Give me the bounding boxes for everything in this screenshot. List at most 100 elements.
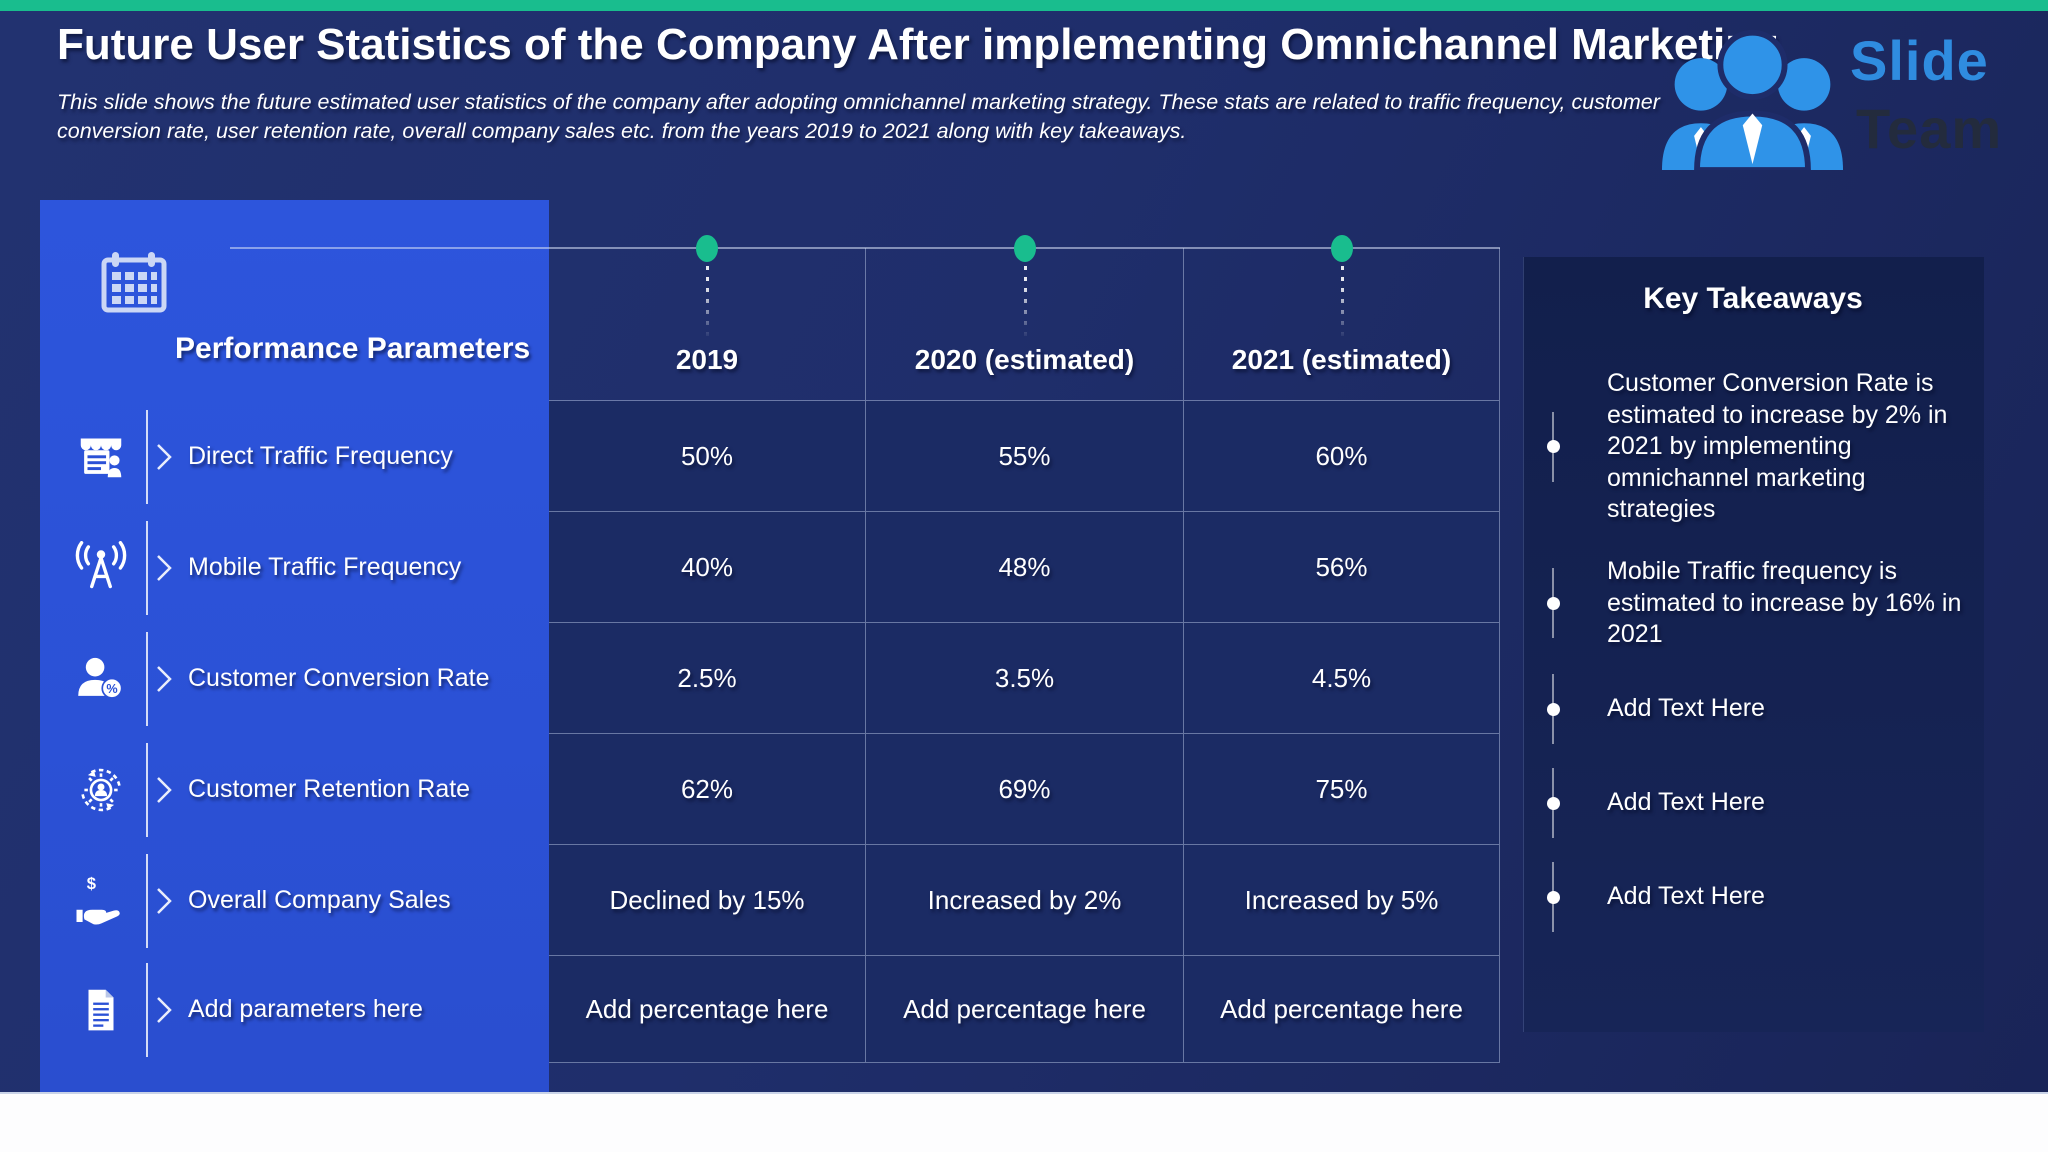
customer-retention-icon [72, 761, 130, 819]
document-icon [72, 981, 130, 1039]
parameters-panel: Performance Parameters [40, 200, 549, 1092]
separator-line [146, 853, 148, 948]
param-row: Mobile Traffic Frequency [40, 512, 549, 623]
table-cell: 60% [1184, 401, 1500, 512]
bullet-dot [1546, 440, 1560, 454]
takeaway-item: Mobile Traffic frequency is estimated to… [1545, 556, 1977, 651]
bullet-icon [1545, 674, 1561, 744]
key-takeaways-title: Key Takeaways [1643, 282, 1863, 315]
bullet-dot [1546, 796, 1560, 810]
table-cell: Increased by 2% [866, 845, 1184, 956]
param-row: Direct Traffic Frequency [40, 401, 549, 512]
table-cell: Increased by 5% [1184, 845, 1500, 956]
chevron-right-icon [154, 663, 174, 695]
slide-subtitle: This slide shows the future estimated us… [57, 88, 1660, 146]
takeaway-item: Customer Conversion Rate is estimated to… [1545, 368, 1977, 526]
param-label: Overall Company Sales [188, 886, 451, 914]
dotted-connector [1023, 266, 1027, 344]
svg-text:%: % [106, 681, 117, 695]
people-icon [1661, 29, 1844, 170]
bullet-icon [1545, 568, 1561, 639]
customer-conversion-icon: % [72, 650, 130, 708]
param-row: Customer Retention Rate [40, 734, 549, 845]
dotted-connector [1340, 266, 1344, 344]
timeline-dot [1331, 235, 1353, 344]
teal-dot-icon [696, 235, 718, 262]
column-header-2019: 2019 [549, 248, 866, 401]
slideteam-logo: Slide Team [1640, 14, 2040, 184]
param-label: Direct Traffic Frequency [188, 442, 453, 470]
separator-line [146, 962, 148, 1057]
bullet-dot [1546, 702, 1560, 716]
table-cell: Add percentage here [549, 956, 866, 1063]
table-cell: 75% [1184, 734, 1500, 845]
subtitle-line1: This slide shows the future estimated us… [57, 90, 1660, 114]
table-cell: 48% [866, 512, 1184, 623]
param-row: Add parameters here [40, 956, 549, 1063]
param-label: Add parameters here [188, 995, 423, 1023]
table-cell: 3.5% [866, 623, 1184, 734]
chevron-right-icon [154, 885, 174, 917]
separator-line [146, 409, 148, 504]
key-takeaways-panel [1523, 257, 1984, 1032]
bullet-dot [1546, 890, 1560, 904]
logo-word-slide: Slide [1850, 29, 1989, 92]
param-row: % Customer Conversion Rate [40, 623, 549, 734]
separator-line [146, 520, 148, 615]
logo-word-team: Team [1856, 97, 2003, 160]
table-cell: 2.5% [549, 623, 866, 734]
param-label: Customer Retention Rate [188, 775, 471, 803]
separator-line [146, 742, 148, 837]
chevron-right-icon [154, 552, 174, 584]
top-accent-bar [0, 0, 2048, 11]
takeaway-item: Add Text Here [1545, 862, 1977, 932]
takeaway-item: Add Text Here [1545, 674, 1977, 744]
column-header-2021: 2021 (estimated) [1184, 248, 1500, 401]
chevron-right-icon [154, 994, 174, 1026]
table-cell: 40% [549, 512, 866, 623]
table-cell: 4.5% [1184, 623, 1500, 734]
data-table: 2019 2020 (estimated) 2021 (estimated) 50% 5… [549, 248, 1500, 1063]
bullet-dot [1546, 596, 1560, 610]
calendar-icon [96, 250, 172, 319]
store-icon [72, 428, 130, 486]
table-cell: 56% [1184, 512, 1500, 623]
takeaway-text: Customer Conversion Rate is estimated to… [1607, 369, 1948, 523]
table-cell: Add percentage here [1184, 956, 1500, 1063]
table-cell: Add percentage here [866, 956, 1184, 1063]
param-row: $ Overall Company Sales [40, 845, 549, 956]
chevron-right-icon [154, 774, 174, 806]
hand-dollar-icon: $ [72, 872, 130, 930]
subtitle-line2: conversion rate, user retention rate, ov… [57, 119, 1187, 143]
antenna-icon [72, 539, 130, 597]
table-top-border [230, 247, 1500, 249]
dotted-connector [705, 266, 709, 344]
table-cell: Declined by 15% [549, 845, 866, 956]
table-cell: 50% [549, 401, 866, 512]
takeaway-text: Add Text Here [1607, 882, 1765, 911]
bottom-white-strip [0, 1092, 2048, 1152]
param-label: Customer Conversion Rate [188, 664, 490, 692]
timeline-dot [696, 235, 718, 344]
takeaway-text: Add Text Here [1607, 788, 1765, 817]
column-header-2020: 2020 (estimated) [866, 248, 1184, 401]
chevron-right-icon [154, 441, 174, 473]
bullet-icon [1545, 411, 1561, 482]
parameters-panel-title: Performance Parameters [175, 332, 531, 365]
separator-line [146, 631, 148, 726]
teal-dot-icon [1331, 235, 1353, 262]
table-cell: 62% [549, 734, 866, 845]
takeaway-text: Add Text Here [1607, 694, 1765, 723]
svg-text:$: $ [87, 873, 96, 892]
timeline-dot [1014, 235, 1036, 344]
table-cell: 69% [866, 734, 1184, 845]
table-cell: 55% [866, 401, 1184, 512]
bullet-icon [1545, 862, 1561, 932]
param-label: Mobile Traffic Frequency [188, 553, 462, 581]
slide-title: Future User Statistics of the Company Af… [57, 20, 1779, 69]
bullet-icon [1545, 768, 1561, 838]
teal-dot-icon [1014, 235, 1036, 262]
takeaway-text: Mobile Traffic frequency is estimated to… [1607, 557, 1962, 648]
takeaway-item: Add Text Here [1545, 768, 1977, 838]
